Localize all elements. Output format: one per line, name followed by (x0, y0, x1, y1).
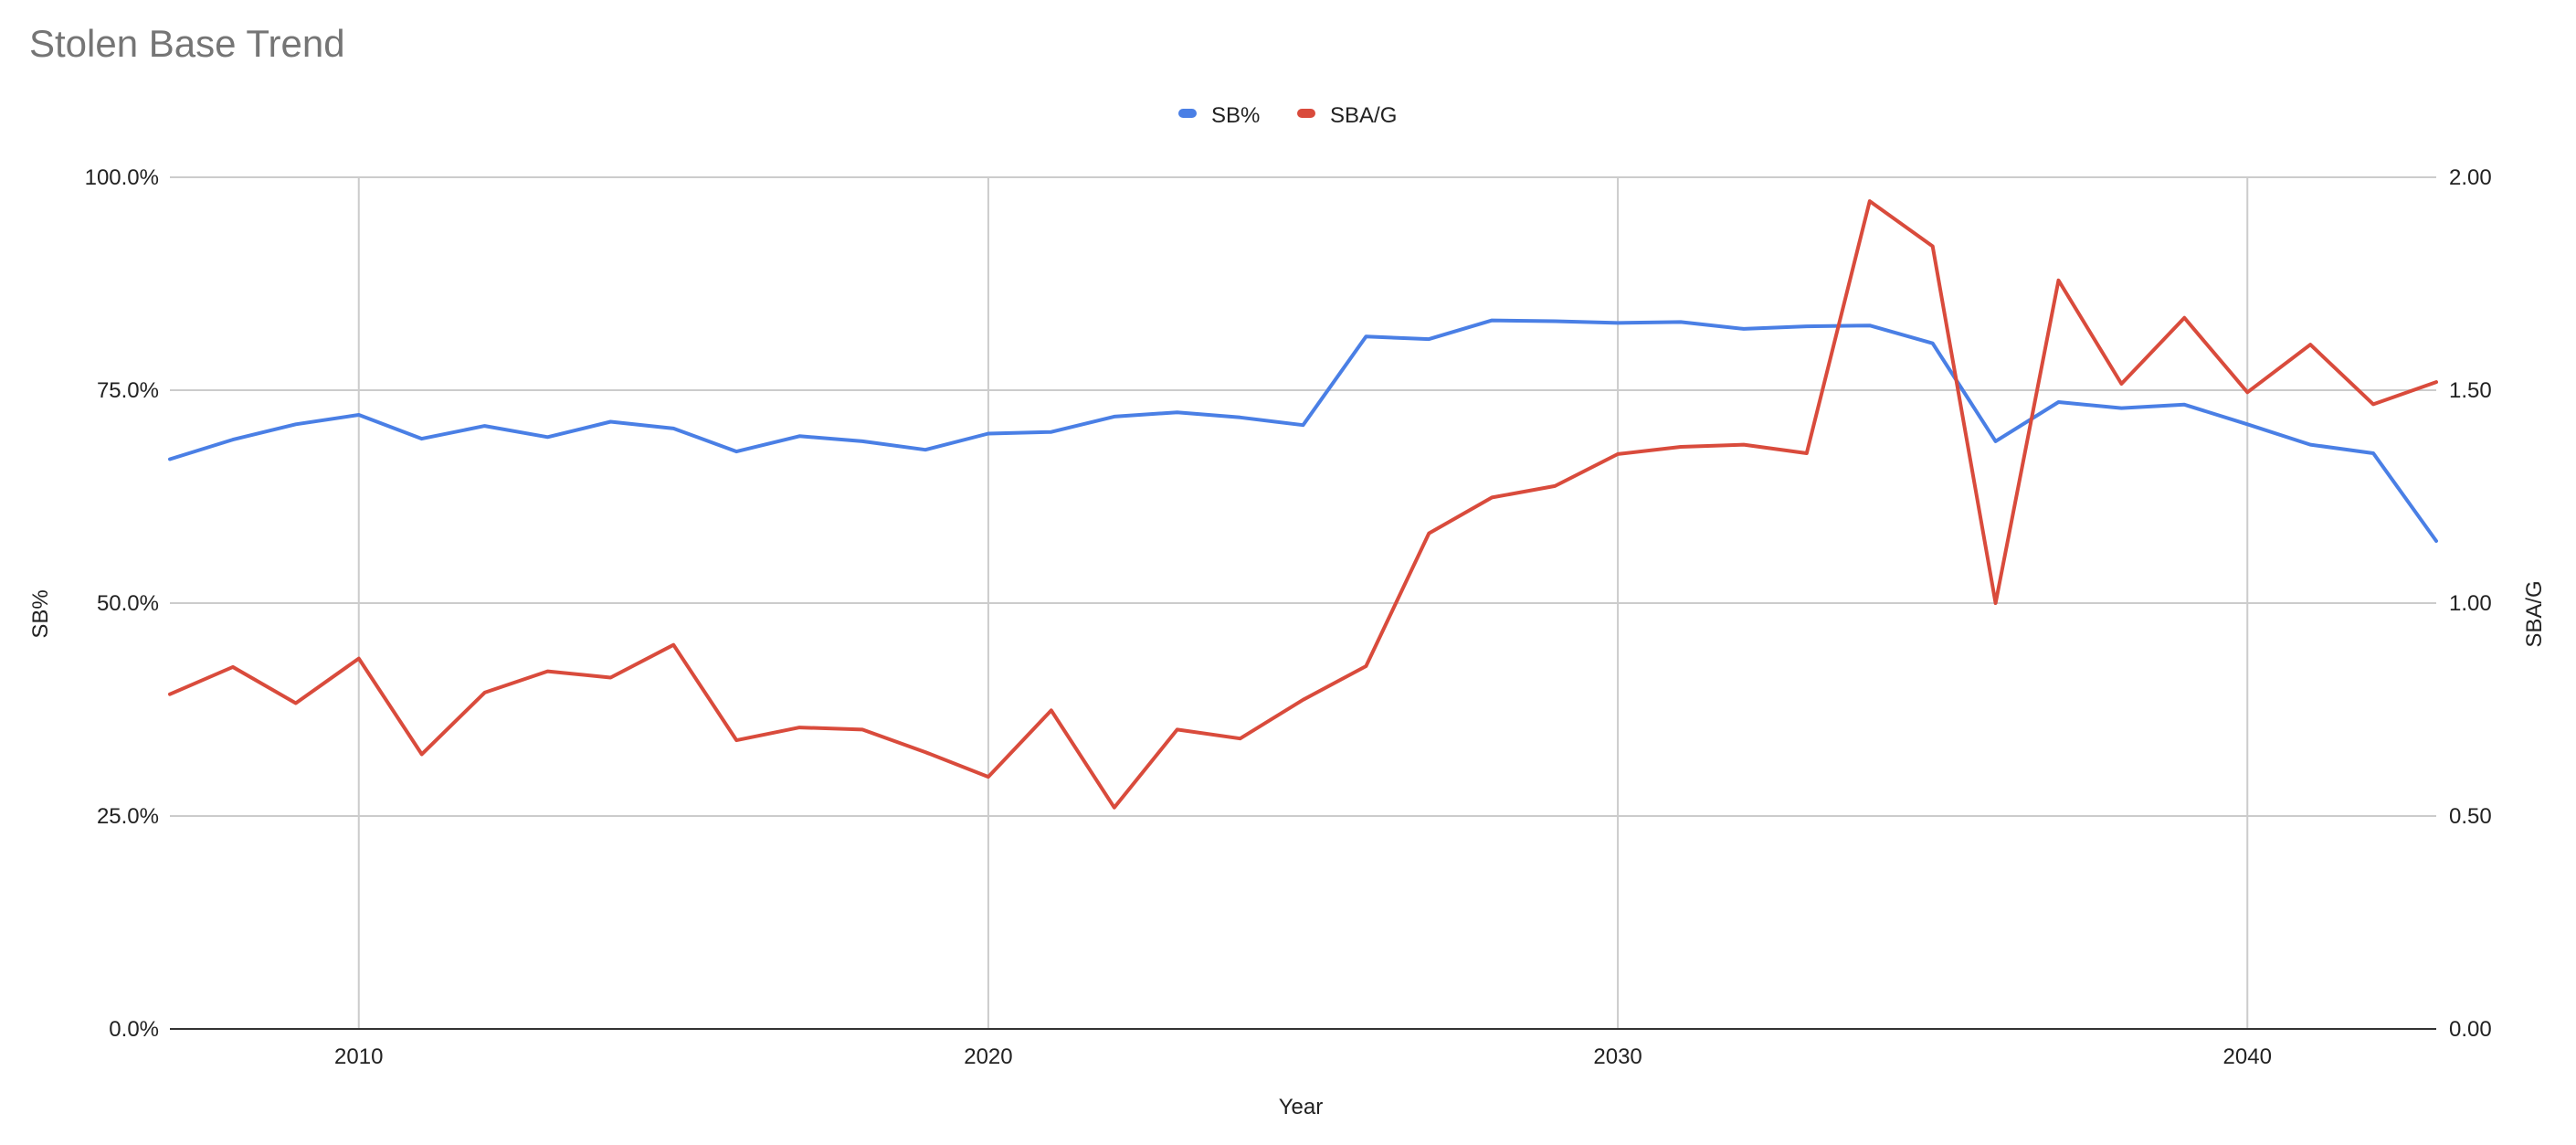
series-line-sba-per-game (168, 199, 2438, 810)
y-axis-title-left: SB% (28, 589, 53, 638)
y-tick-label-left: 50.0% (97, 591, 159, 616)
legend-label: SBA/G (1330, 103, 1397, 128)
y-tick-label-right: 1.50 (2449, 378, 2492, 403)
x-tick-label: 2030 (1593, 1044, 1642, 1069)
x-axis-title: Year (1279, 1095, 1324, 1119)
gridlines (170, 176, 2436, 1030)
x-tick-label: 2020 (964, 1044, 1012, 1069)
legend-swatch (1178, 109, 1197, 118)
y-tick-label-left: 75.0% (97, 378, 159, 403)
y-tick-label-left: 100.0% (85, 165, 159, 190)
y-axis-title-right: SBA/G (2522, 580, 2547, 647)
x-tick-label: 2040 (2223, 1044, 2272, 1069)
y-tick-label-right: 2.00 (2449, 165, 2492, 190)
tick-labels: 0.0% 0.00 25.0% 0.50 50.0% 1.00 75.0% 1.50 100.0… (85, 165, 2492, 1069)
y-tick-label-left: 25.0% (97, 804, 159, 829)
legend-swatch (1297, 109, 1315, 118)
y-tick-label-right: 0.00 (2449, 1017, 2492, 1042)
legend-label: SB% (1211, 103, 1260, 128)
y-tick-label-left: 0.0% (109, 1017, 159, 1042)
chart-title: Stolen Base Trend (29, 22, 345, 65)
x-tick-label: 2010 (334, 1044, 383, 1069)
y-tick-label-right: 0.50 (2449, 804, 2492, 829)
y-tick-label-right: 1.00 (2449, 591, 2492, 616)
series-lines (168, 199, 2438, 810)
legend: SB% SBA/G (1178, 103, 1397, 128)
series-line-sb-pct (168, 318, 2438, 543)
